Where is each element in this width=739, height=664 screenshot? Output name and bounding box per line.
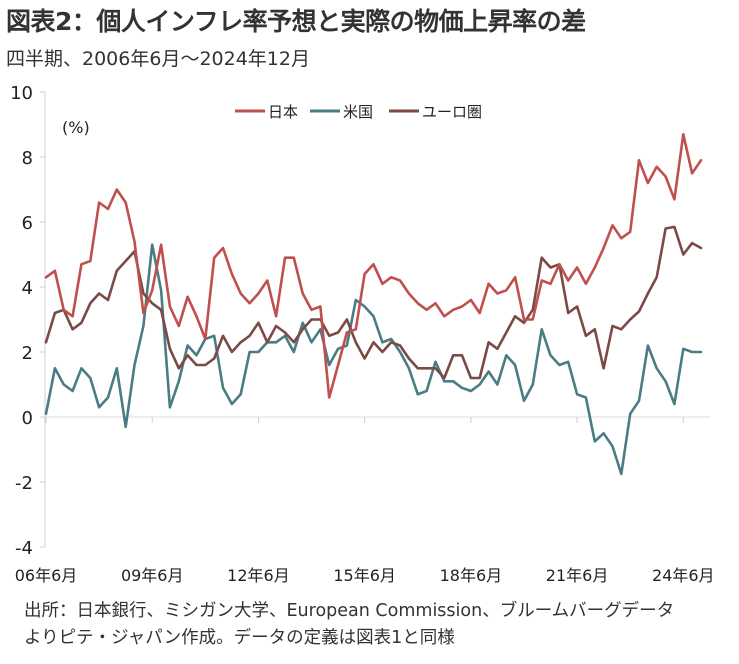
y-tick-label: 0 — [22, 408, 33, 429]
source-note: 出所：日本銀行、ミシガン大学、European Commission、ブルームバ… — [24, 598, 674, 652]
legend-item: 日本 — [235, 103, 298, 121]
axes: -4 -2 0 2 4 6 8 10 06年6月 09年6月 12年6月 15年6月 18年6月 21年6… — [10, 83, 714, 585]
y-tick-label: -4 — [15, 538, 33, 559]
legend-item: ユーロ圏 — [389, 103, 482, 121]
source-line-2: よりピテ・ジャパン作成。データの定義は図表1と同様 — [24, 628, 455, 648]
x-tick-label: 12年6月 — [227, 566, 290, 585]
legend-label: 日本 — [268, 103, 298, 121]
x-tick-label: 21年6月 — [546, 566, 609, 585]
series-lines — [44, 133, 703, 476]
y-tick-label: 6 — [22, 213, 33, 234]
source-line-1: 出所：日本銀行、ミシガン大学、European Commission、ブルームバ… — [24, 601, 675, 621]
y-tick-label: 8 — [22, 148, 33, 169]
series-line-1 — [44, 243, 703, 476]
y-tick-label: 10 — [10, 83, 33, 104]
x-tick-label: 09年6月 — [121, 566, 184, 585]
legend-item: 米国 — [310, 103, 373, 121]
x-tick-label: 15年6月 — [333, 566, 396, 585]
series-line-0 — [44, 133, 703, 399]
x-tick-label: 06年6月 — [15, 566, 78, 585]
line-chart: -4 -2 0 2 4 6 8 10 06年6月 09年6月 12年6月 15年6月 18年6月 21年6… — [10, 83, 714, 585]
legend: 日本 米国 ユーロ圏 — [235, 103, 482, 121]
legend-label: ユーロ圏 — [422, 103, 482, 121]
y-axis-unit-label: (%) — [62, 118, 90, 137]
y-tick-label: 2 — [22, 343, 33, 364]
series-line-2 — [44, 225, 703, 380]
y-tick-label: -2 — [15, 473, 33, 494]
legend-label: 米国 — [343, 103, 373, 121]
y-tick-label: 4 — [22, 278, 33, 299]
chart-subtitle: 四半期、2006年6月～2024年12月 — [6, 48, 310, 70]
x-tick-label: 18年6月 — [440, 566, 503, 585]
chart-title: 図表2：個人インフレ率予想と実際の物価上昇率の差 — [6, 7, 586, 36]
x-tick-label: 24年6月 — [652, 566, 715, 585]
